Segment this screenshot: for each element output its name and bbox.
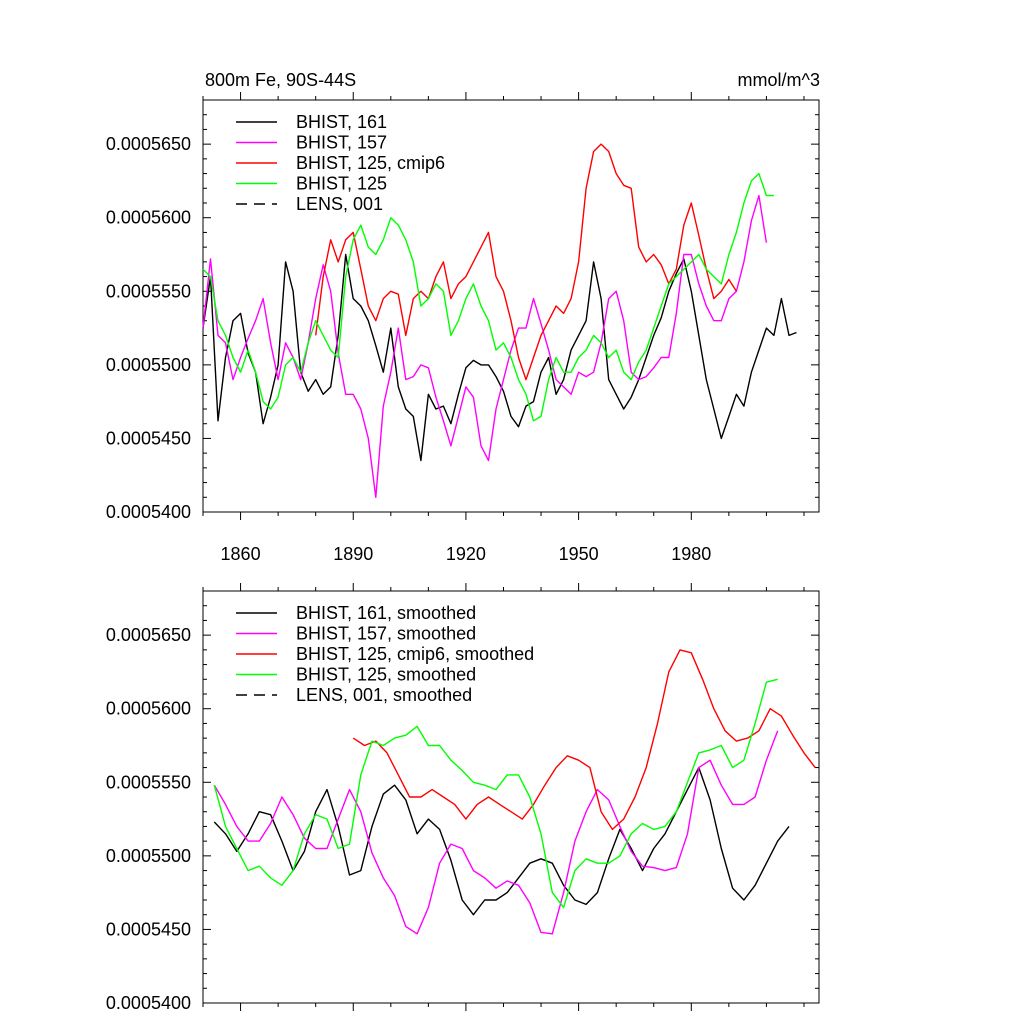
top-xtick-label: 1920 [446,544,486,564]
top-series-line-2 [315,143,737,381]
top-series-line-3 [202,172,774,422]
top-xtick-label: 1950 [559,544,599,564]
bottom-ytick-label: 0.0005550 [106,772,191,792]
bottom-ticks [202,583,819,1011]
top-legend-label: BHIST, 125, cmip6 [296,153,445,173]
top-legend-label: BHIST, 157 [296,133,387,153]
top-units: mmol/m^3 [738,70,820,90]
bottom-series-lines [213,649,816,935]
bottom-legend-label: LENS, 001, smoothed [296,685,472,705]
top-title: 800m Fe, 90S-44S [205,70,356,90]
top-ticks [202,92,819,520]
bottom-ytick-label: 0.0005400 [106,993,191,1013]
top-y-tick-labels: 0.0005400 0.0005450 0.0005500 0.0005550 0.00… [106,134,191,522]
top-ytick-label: 0.0005450 [106,428,191,448]
top-xtick-label: 1890 [333,544,373,564]
bottom-legend-label: BHIST, 125, cmip6, smoothed [296,644,534,664]
top-legend-label: BHIST, 125 [296,174,387,194]
bottom-legend-label: BHIST, 157, smoothed [296,624,476,644]
bottom-ytick-label: 0.0005600 [106,699,191,719]
bottom-series-line-0 [213,766,790,916]
bottom-series-line-3 [213,678,778,909]
bottom-ytick-label: 0.0005450 [106,919,191,939]
bottom-ytick-label: 0.0005650 [106,625,191,645]
top-ytick-label: 0.0005650 [106,134,191,154]
top-ytick-label: 0.0005600 [106,208,191,228]
bottom-series-line-2 [352,649,816,831]
top-legend-label: BHIST, 161 [296,112,387,132]
bottom-panel: 0.0005400 0.0005450 0.0005500 0.0005550 0.00… [106,583,820,1013]
top-series-lines [202,143,797,498]
top-ytick-label: 0.0005400 [106,502,191,522]
top-series-line-1 [202,194,768,498]
bottom-legend-label: BHIST, 125, smoothed [296,665,476,685]
top-ytick-label: 0.0005550 [106,281,191,301]
bottom-ytick-label: 0.0005500 [106,846,191,866]
top-xtick-label: 1860 [221,544,261,564]
top-xtick-label: 1980 [671,544,711,564]
top-legend-label: LENS, 001 [296,194,383,214]
top-x-tick-labels: 1860 1890 1920 1950 1980 [221,544,712,564]
top-panel: 800m Fe, 90S-44S mmol/m^3 0.00054000.000… [106,70,820,564]
bottom-series-line-1 [213,730,779,935]
bottom-legend-label: BHIST, 161, smoothed [296,603,476,623]
bottom-y-tick-labels: 0.0005400 0.0005450 0.0005500 0.0005550 0.00… [106,625,191,1013]
top-ytick-label: 0.0005500 [106,355,191,375]
